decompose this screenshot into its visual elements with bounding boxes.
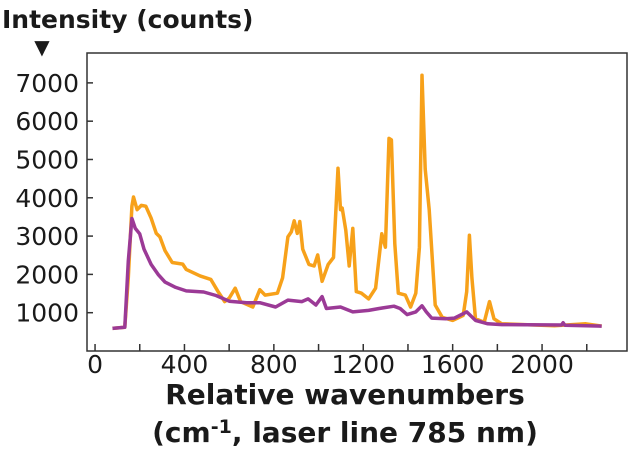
series-lines xyxy=(112,73,602,331)
x-axis-label: Relative wavenumbers xyxy=(165,378,525,411)
x-tick-label: 0 xyxy=(87,350,103,379)
x-tick-label: 400 xyxy=(161,350,209,379)
purple-spectrum-line xyxy=(112,216,602,331)
x-tick-label: 1600 xyxy=(421,350,485,379)
x-tick-label: 800 xyxy=(250,350,298,379)
axis-ticks: 1000 2000 3000 4000 5000 6000 7000 0 400 800 1200 1… xyxy=(15,69,588,379)
y-tick-label: 3000 xyxy=(15,222,79,251)
y-tick-label: 2000 xyxy=(15,260,79,289)
x-tick-label: 2000 xyxy=(510,350,574,379)
x-axis-units-pre: (cm xyxy=(152,416,211,449)
y-tick-label: 1000 xyxy=(15,299,79,328)
y-axis-arrow-icon: ▼ xyxy=(34,35,50,59)
y-tick-label: 5000 xyxy=(15,145,79,174)
y-axis-label: Intensity (counts) xyxy=(2,5,253,34)
y-tick-label: 6000 xyxy=(15,107,79,136)
plot-frame xyxy=(86,52,628,352)
x-axis-units-sup: -1 xyxy=(211,416,232,438)
y-tick-label: 4000 xyxy=(15,184,79,213)
x-axis-label-units: (cm-1, laser line 785 nm) xyxy=(152,416,538,449)
x-tick-label: 1200 xyxy=(331,350,395,379)
y-tick-label: 7000 xyxy=(15,69,79,98)
x-axis-units-post: , laser line 785 nm) xyxy=(232,416,538,449)
